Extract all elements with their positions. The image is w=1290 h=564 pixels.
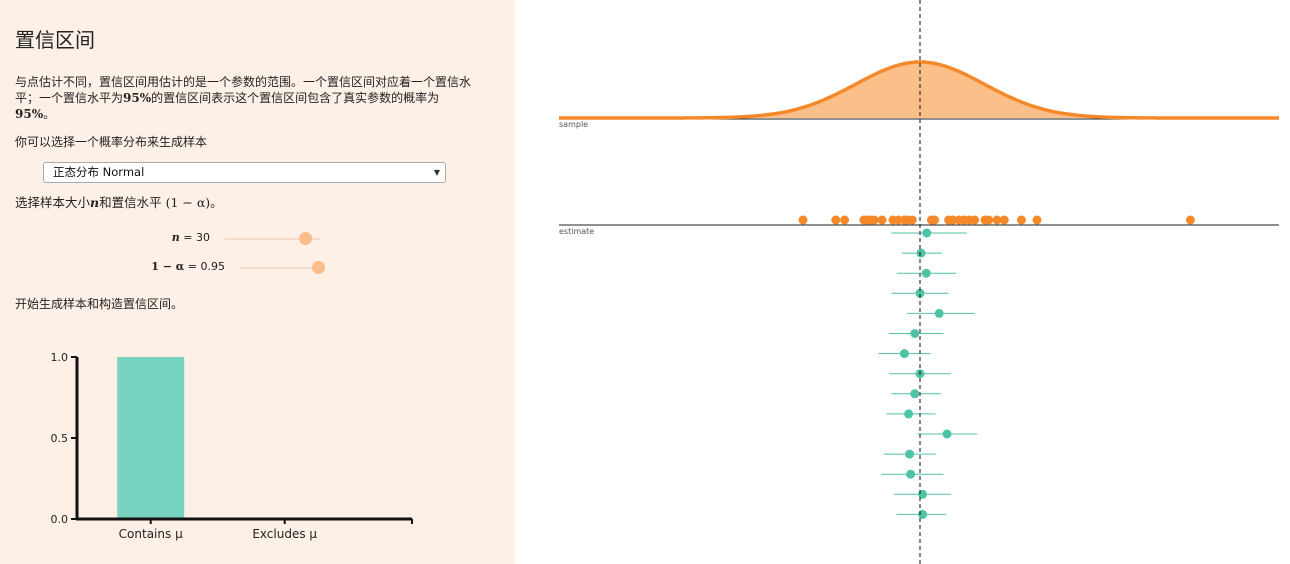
y-tick-label: 0.5 xyxy=(51,432,69,445)
x-tick-label: Contains μ xyxy=(119,527,183,541)
estimate-label: estimate xyxy=(559,227,594,236)
sample-point xyxy=(798,215,808,225)
choose-params-text: 选择样本大小n和置信水平 (1 − α)。 xyxy=(15,195,223,211)
n-symbol: n xyxy=(90,195,100,210)
sample-point xyxy=(869,215,879,225)
sample-point xyxy=(893,215,903,225)
choose-params-end: 。 xyxy=(210,195,223,210)
sample-point xyxy=(1185,215,1195,225)
sample-point xyxy=(984,215,994,225)
intro-line-2b: 的置信区间表示这个置信区间包含了真实参数的概率为 xyxy=(151,91,440,105)
y-tick-label: 1.0 xyxy=(51,351,69,364)
sample-point xyxy=(907,215,917,225)
ci-point xyxy=(910,389,920,399)
distribution-select-value: 正态分布 Normal xyxy=(53,165,145,179)
ci-point xyxy=(918,489,928,499)
alpha-slider-symbol: 1 − α xyxy=(151,260,185,273)
ci-point xyxy=(916,248,926,258)
percent-value: 95% xyxy=(123,91,152,105)
sample-point xyxy=(1032,215,1042,225)
sample-point xyxy=(877,215,887,225)
ci-point xyxy=(899,349,909,359)
sample-point xyxy=(992,215,1002,225)
ci-point xyxy=(905,449,915,459)
n-slider-label: n = 30 xyxy=(160,231,210,244)
density-curve xyxy=(559,60,1279,120)
sample-point xyxy=(948,215,958,225)
bar-contains xyxy=(117,357,185,519)
n-slider-thumb[interactable] xyxy=(299,232,313,245)
intro-line-1: 与点估计不同，置信区间用估计的是一个参数的范围。一个置信区间对应着一个置信水 xyxy=(15,75,472,89)
n-slider-track[interactable] xyxy=(225,238,320,240)
alpha-slider-thumb[interactable] xyxy=(311,261,325,274)
sample-point xyxy=(970,215,980,225)
page-title: 置信区间 xyxy=(15,28,95,52)
coverage-bar-chart: Contains μ Excludes μ 0.0 0.5 1.0 xyxy=(51,351,413,541)
ci-point xyxy=(915,288,925,298)
alpha-slider-track[interactable] xyxy=(240,267,325,269)
x-tick-label: Excludes μ xyxy=(252,527,317,541)
choose-params-a: 选择样本大小 xyxy=(15,195,91,210)
percent-value-2: 95% xyxy=(15,107,44,121)
distribution-select[interactable]: 正态分布 Normal ▼ xyxy=(43,162,446,183)
sample-point xyxy=(831,215,841,225)
chevron-down-icon: ▼ xyxy=(433,168,440,177)
sample-label: sample xyxy=(559,120,588,129)
ci-point xyxy=(942,429,952,439)
choose-params-mid: 和置信水平 xyxy=(99,195,166,210)
sample-point xyxy=(840,215,850,225)
control-panel: 置信区间 与点估计不同，置信区间用估计的是一个参数的范围。一个置信区间对应着一个… xyxy=(0,0,515,564)
n-slider-symbol: n xyxy=(171,231,180,244)
intro-line-2a: 平；一个置信水平为 xyxy=(15,91,124,105)
density-fill xyxy=(559,62,1279,118)
ci-simulation-plot: sample estimate xyxy=(559,0,1279,564)
n-slider-value: = 30 xyxy=(183,231,210,244)
ci-point xyxy=(922,228,932,238)
start-text: 开始生成样本和构造置信区间。 xyxy=(15,297,184,311)
alpha-slider-value: = 0.95 xyxy=(187,260,225,273)
alpha-slider-label: 1 − α = 0.95 xyxy=(150,260,225,273)
intro-line-3-end: 。 xyxy=(43,107,56,121)
y-tick-label: 0.0 xyxy=(51,513,69,526)
sample-point xyxy=(999,215,1009,225)
intro-paragraph: 与点估计不同，置信区间用估计的是一个参数的范围。一个置信区间对应着一个置信水 平；… xyxy=(15,74,485,122)
ci-point xyxy=(934,308,944,318)
ci-point xyxy=(910,329,920,338)
ci-point xyxy=(906,469,916,479)
alpha-expression: (1 − α) xyxy=(165,195,211,210)
sample-point xyxy=(930,215,940,225)
ci-point xyxy=(918,509,928,519)
ci-point xyxy=(921,268,931,278)
choose-dist-text: 你可以选择一个概率分布来生成样本 xyxy=(15,135,208,149)
sample-point xyxy=(1016,215,1026,225)
ci-point xyxy=(904,409,914,419)
